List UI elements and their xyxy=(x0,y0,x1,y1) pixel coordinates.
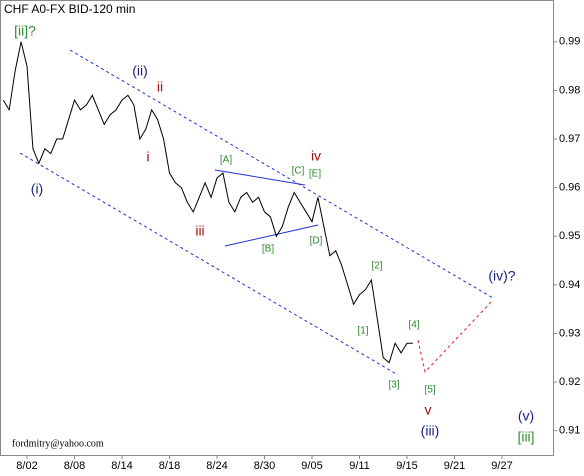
x-tick-label: 9/15 xyxy=(396,460,417,472)
chart-title: CHF A0-FX BID-120 min xyxy=(4,2,135,16)
wave-label: (i) xyxy=(31,181,43,197)
wave-label: [3] xyxy=(388,380,399,391)
channel-lower xyxy=(19,152,399,376)
x-tick-label: 8/18 xyxy=(159,460,180,472)
channel-upper xyxy=(69,49,494,299)
x-tick-label: 8/30 xyxy=(254,460,275,472)
y-tick-label: 0.91 xyxy=(559,425,580,437)
y-tick-label: 0.98 xyxy=(559,84,580,96)
triangle-lower xyxy=(224,224,319,247)
x-tick-label: 8/24 xyxy=(206,460,227,472)
wave-lines xyxy=(19,49,494,376)
wave-label: [5] xyxy=(424,385,435,396)
plot-frame xyxy=(0,0,554,456)
wave-label: [A] xyxy=(220,155,232,166)
wave-label: [ii]? xyxy=(14,23,36,39)
wave-label: i xyxy=(146,149,149,165)
x-tick-label: 9/05 xyxy=(301,460,322,472)
wave-label: [B] xyxy=(262,244,274,255)
x-tick-label: 8/14 xyxy=(111,460,132,472)
y-tick-label: 0.96 xyxy=(559,182,580,194)
x-tick-label: 9/21 xyxy=(444,460,465,472)
wave-label: v xyxy=(425,402,432,418)
y-tick-label: 0.93 xyxy=(559,327,580,339)
y-tick-label: 0.94 xyxy=(559,279,580,291)
wave-label: (v) xyxy=(518,408,534,424)
wave-label: [iii] xyxy=(517,429,534,445)
wave-label: [2] xyxy=(371,261,382,272)
wave-label: ii xyxy=(157,79,163,95)
footer: fordmitry@yahoo.com xyxy=(12,438,104,449)
wave-label: [C] xyxy=(292,166,305,177)
y-tick-label: 0.92 xyxy=(559,376,580,388)
wave-label: (ii) xyxy=(132,63,148,79)
x-tick-label: 9/27 xyxy=(491,460,512,472)
wave-label: (iii) xyxy=(421,423,440,439)
y-tick-label: 0.97 xyxy=(559,133,580,145)
wave-label: iii xyxy=(195,223,204,239)
projection xyxy=(417,299,494,374)
wave-label: [1] xyxy=(357,326,368,337)
wave-label: (iv)? xyxy=(488,268,515,284)
x-tick-label: 8/08 xyxy=(64,460,85,472)
y-tick-label: 0.95 xyxy=(559,230,580,242)
triangle-upper xyxy=(214,169,306,186)
wave-label: [E] xyxy=(309,169,321,180)
price-line xyxy=(2,41,413,364)
wave-label: iv xyxy=(311,148,321,164)
x-tick-label: 8/02 xyxy=(16,460,37,472)
wave-label: [4] xyxy=(408,320,419,331)
x-tick-label: 9/11 xyxy=(349,460,370,472)
y-tick-label: 0.99 xyxy=(559,36,580,48)
wave-label: [D] xyxy=(310,236,323,247)
